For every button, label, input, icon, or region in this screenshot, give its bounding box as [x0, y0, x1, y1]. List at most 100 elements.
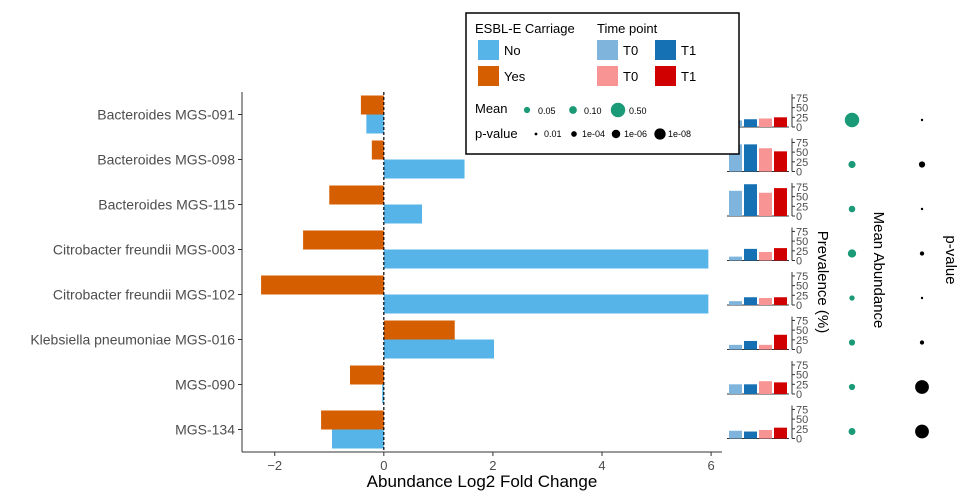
bar-yes-2 — [329, 185, 384, 205]
prevalence-tick-label: 0 — [796, 300, 802, 312]
legend-mean-dot-2 — [610, 102, 626, 118]
prevalence-tick-label: 75 — [796, 404, 808, 416]
prevalence-bar-0-5 — [729, 344, 742, 350]
legend-carriage-swatch-0 — [478, 40, 499, 60]
prevalence-bar-2-4 — [759, 298, 772, 305]
p-value-dot-3 — [919, 251, 925, 256]
prevalence-bar-1-0 — [744, 119, 757, 127]
bar-no-4 — [383, 294, 709, 314]
legend-pvalue-label-0: 0.01 — [544, 129, 562, 139]
prevalence-bar-0-3 — [729, 256, 742, 261]
prevalence-tick-label: 75 — [796, 182, 808, 194]
bar-yes-5 — [383, 320, 455, 340]
category-label: Citrobacter freundii MGS-102 — [53, 287, 235, 303]
prevalence-tick-label: 0 — [796, 345, 802, 357]
prevalence-tick-label: 75 — [796, 93, 808, 105]
prevalence-tick-label: 0 — [796, 434, 802, 446]
legend-time-label-0: T0 — [623, 43, 638, 58]
mean-abundance-panel: Mean Abundance — [844, 112, 887, 435]
prevalence-bar-1-7 — [744, 431, 757, 439]
bar-yes-0 — [360, 95, 384, 115]
bar-no-5 — [383, 339, 494, 359]
p-value-dot-1 — [918, 161, 926, 168]
prevalence-tick-label: 0 — [796, 256, 802, 268]
bar-no-1 — [383, 159, 465, 179]
p-value-dot-4 — [920, 296, 924, 300]
legend-mean-dot-1 — [569, 106, 577, 114]
category-label: Bacteroides MGS-098 — [97, 152, 235, 168]
legend-pvalue-dot-2 — [611, 129, 621, 139]
category-label: Klebsiella pneumoniae MGS-016 — [30, 332, 235, 348]
legend-time-label-2: T0 — [623, 69, 638, 84]
prevalence-bar-1-3 — [744, 248, 757, 261]
mean-dot-0 — [844, 112, 860, 128]
prevalence-bar-2-0 — [759, 118, 772, 127]
x-tick-label: 4 — [598, 458, 605, 473]
mean-dot-4 — [849, 295, 855, 301]
bar-yes-7 — [321, 410, 384, 430]
prevalence-bar-3-6 — [774, 382, 787, 394]
legend-carriage-label-0: No — [504, 43, 521, 58]
prevalence-bar-3-5 — [774, 334, 787, 350]
bar-no-6 — [382, 384, 384, 404]
legend-pvalue-label-2: 1e-06 — [624, 129, 647, 139]
legend: ESBL-E Carriage No Yes Time point T0 T1 T0 T1 Me… — [465, 12, 740, 155]
prevalence-bar-2-5 — [759, 344, 772, 350]
prevalence-tick-label: 0 — [796, 211, 802, 223]
prevalence-bar-3-4 — [774, 297, 787, 305]
category-label: MGS-134 — [175, 422, 235, 438]
prevalence-tick-label: 25 — [796, 290, 808, 302]
bar-no-3 — [383, 249, 709, 269]
prevalence-bar-1-5 — [744, 340, 757, 350]
prevalence-tick-label: 50 — [796, 192, 808, 204]
legend-carriage-label-1: Yes — [504, 69, 526, 84]
prevalence-bar-2-6 — [759, 381, 772, 394]
prevalence-tick-label: 75 — [796, 226, 808, 238]
legend-carriage-title: ESBL-E Carriage — [475, 21, 575, 36]
prevalence-tick-label: 50 — [796, 414, 808, 426]
legend-pvalue-dot-0 — [534, 132, 538, 136]
mean-dot-3 — [847, 249, 857, 258]
mean-dot-7 — [848, 428, 856, 435]
prevalence-bar-0-4 — [729, 301, 742, 305]
bar-yes-4 — [261, 275, 384, 295]
x-tick-label: 0 — [380, 458, 387, 473]
prevalence-tick-label: 50 — [796, 281, 808, 293]
prevalence-title: Prevalence (%) — [814, 231, 831, 334]
prevalence-bar-1-2 — [744, 184, 757, 216]
prevalence-bar-1-6 — [744, 384, 757, 394]
legend-mean-label-1: 0.10 — [584, 106, 602, 116]
prevalence-tick-label: 50 — [796, 103, 808, 115]
legend-time-swatch-2 — [597, 66, 618, 86]
prevalence-tick-label: 25 — [796, 424, 808, 436]
prevalence-bar-1-4 — [744, 297, 757, 305]
bar-yes-1 — [371, 140, 384, 160]
prevalence-tick-label: 75 — [796, 271, 808, 283]
prevalence-tick-label: 0 — [796, 389, 802, 401]
legend-time-title: Time point — [597, 21, 658, 36]
prevalence-tick-label: 75 — [796, 137, 808, 149]
prevalence-bar-0-7 — [729, 430, 742, 439]
p-value-dot-7 — [915, 424, 929, 439]
category-label: Bacteroides MGS-115 — [98, 197, 235, 213]
legend-time-label-1: T1 — [681, 43, 696, 58]
legend-time-swatch-3 — [655, 66, 676, 86]
bar-yes-3 — [303, 230, 384, 250]
mean-dot-5 — [848, 339, 856, 346]
mean-dot-6 — [848, 383, 856, 391]
legend-pvalue-label-3: 1e-08 — [668, 129, 691, 139]
p-value-panel: p-value — [915, 118, 959, 439]
legend-time-swatch-1 — [655, 40, 676, 60]
prevalence-tick-label: 0 — [796, 122, 802, 134]
main-panel: Bacteroides MGS-091 Bacteroides MGS-098 Ba… — [30, 92, 722, 491]
p-value-dot-5 — [919, 340, 925, 345]
x-tick-label: 6 — [707, 458, 714, 473]
prevalence-tick-label: 75 — [796, 315, 808, 327]
prevalence-tick-label: 50 — [796, 147, 808, 159]
prevalence-panel: 0255075025507502550750255075025507502550… — [727, 93, 831, 446]
bar-yes-6 — [350, 365, 384, 385]
prevalence-tick-label: 25 — [796, 335, 808, 347]
bar-no-0 — [366, 114, 384, 134]
category-label: MGS-090 — [175, 377, 235, 393]
